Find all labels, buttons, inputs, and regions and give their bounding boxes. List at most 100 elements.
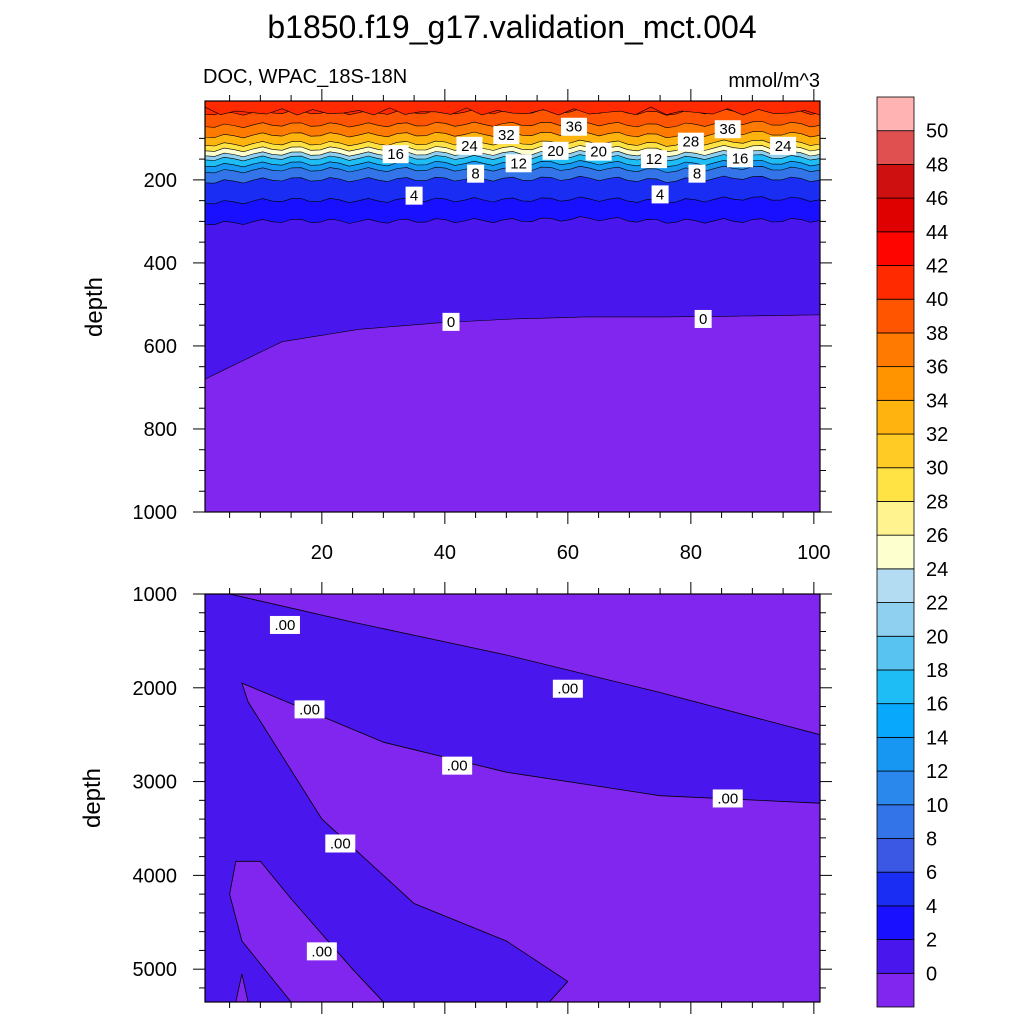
colorbar-swatch [876, 534, 915, 570]
svg-text:28: 28 [683, 134, 700, 151]
colorbar-label: 42 [926, 256, 948, 278]
lower-depth-panel: .00 .00 .00 .00 .00 .00 .00 1000 2000 3000 4000 500… [79, 582, 832, 1014]
colorbar-swatch [876, 939, 915, 974]
lower-region [205, 594, 820, 1002]
y-tick-label: 600 [144, 336, 177, 358]
colorbar-swatch [876, 399, 915, 435]
svg-text:36: 36 [719, 121, 736, 138]
y-tick-label: 3000 [133, 772, 178, 794]
colorbar-label: 34 [926, 390, 948, 412]
colorbar-label: 4 [926, 896, 937, 918]
contour-label: 12 [505, 154, 532, 173]
units-label: mmol/m^3 [728, 70, 820, 92]
colorbar-swatch [876, 130, 915, 165]
contour-label: 20 [585, 142, 612, 161]
colorbar-label: 30 [926, 458, 948, 480]
y-tick-label: 200 [144, 170, 177, 192]
colorbar-swatch [876, 467, 915, 502]
colorbar-label: 22 [926, 593, 948, 615]
left-subtitle: DOC, WPAC_18S-18N [203, 66, 407, 88]
svg-text:.00: .00 [717, 790, 738, 807]
y-tick-label: 1000 [133, 584, 178, 606]
x-tick-label: 40 [434, 542, 456, 564]
surface-band [205, 101, 820, 116]
colorbar-swatch [876, 501, 915, 536]
contour-label: 20 [542, 141, 569, 160]
contour-label: 16 [382, 145, 409, 164]
colorbar-label: 10 [926, 795, 948, 817]
colorbar-label: 46 [926, 188, 948, 210]
colorbar-swatch [876, 231, 915, 266]
svg-text:24: 24 [775, 138, 792, 155]
colorbar-label: 12 [926, 761, 948, 783]
colorbar-swatch [876, 433, 915, 469]
colorbar-label: 50 [926, 121, 948, 143]
contour-label: .00 [294, 700, 325, 719]
colorbar-swatch [876, 568, 915, 603]
upper-y-axis-title: depth [81, 277, 108, 337]
svg-text:4: 4 [656, 186, 664, 203]
x-tick-label: 60 [557, 542, 579, 564]
colorbar-swatch [876, 164, 915, 199]
svg-text:20: 20 [547, 143, 564, 160]
colorbar-swatch [876, 197, 915, 233]
svg-text:.00: .00 [299, 701, 320, 718]
colorbar-swatch [876, 770, 915, 806]
y-tick-label: 400 [144, 253, 177, 275]
contour-label: 8 [467, 164, 485, 183]
colorbar-swatch [876, 669, 915, 705]
svg-text:0: 0 [447, 314, 455, 331]
contour-label: 36 [561, 117, 587, 136]
y-tick-label: 1000 [133, 502, 178, 524]
svg-text:16: 16 [387, 146, 404, 163]
contour-label: 24 [770, 136, 797, 155]
svg-text:.00: .00 [311, 943, 332, 960]
contour-label: 4 [651, 185, 669, 204]
colorbar-swatch [876, 96, 915, 132]
svg-text:36: 36 [566, 119, 583, 136]
colorbar-label: 32 [926, 424, 948, 446]
colorbar-label: 44 [926, 222, 948, 244]
colorbar-swatch [876, 703, 915, 738]
colorbar-label: 0 [926, 963, 937, 985]
colorbar-label: 2 [926, 930, 937, 952]
svg-text:.00: .00 [447, 758, 468, 775]
lower-y-axis-title: depth [79, 768, 106, 828]
colorbar-swatch [876, 804, 915, 839]
colorbar-swatch [876, 265, 915, 300]
contour-label: 16 [727, 149, 754, 168]
svg-text:0: 0 [699, 311, 707, 328]
colorbar: 0246810121416182022242628303234363840424… [876, 96, 948, 1008]
contour-label: 32 [493, 126, 520, 145]
colorbar-label: 36 [926, 357, 948, 379]
contour-label: 12 [640, 150, 667, 169]
x-tick-label: 100 [797, 542, 830, 564]
contour-label: 36 [714, 120, 741, 139]
contour-label: .00 [712, 789, 743, 808]
colorbar-swatch [876, 871, 915, 907]
colorbar-swatch [876, 635, 915, 671]
colorbar-label: 26 [926, 525, 948, 547]
colorbar-label: 40 [926, 289, 948, 311]
contour-label: 28 [677, 132, 704, 151]
contour-label: 24 [456, 136, 483, 155]
svg-text:20: 20 [590, 144, 607, 161]
colorbar-label: 18 [926, 660, 948, 682]
svg-text:12: 12 [646, 151, 663, 168]
colorbar-label: 38 [926, 323, 948, 345]
contour-label: .00 [269, 615, 300, 634]
y-tick-label: 800 [144, 419, 177, 441]
svg-text:4: 4 [410, 188, 418, 205]
colorbar-swatch [876, 602, 915, 637]
colorbar-swatch [876, 838, 915, 873]
colorbar-label: 16 [926, 694, 948, 716]
colorbar-swatch [876, 905, 915, 940]
y-tick-label: 4000 [133, 865, 178, 887]
x-tick-label: 20 [311, 542, 333, 564]
chart-title: b1850.f19_g17.validation_mct.004 [267, 9, 756, 45]
svg-text:8: 8 [471, 166, 479, 183]
colorbar-label: 20 [926, 626, 948, 648]
colorbar-label: 28 [926, 491, 948, 513]
contour-label: 4 [405, 186, 423, 205]
